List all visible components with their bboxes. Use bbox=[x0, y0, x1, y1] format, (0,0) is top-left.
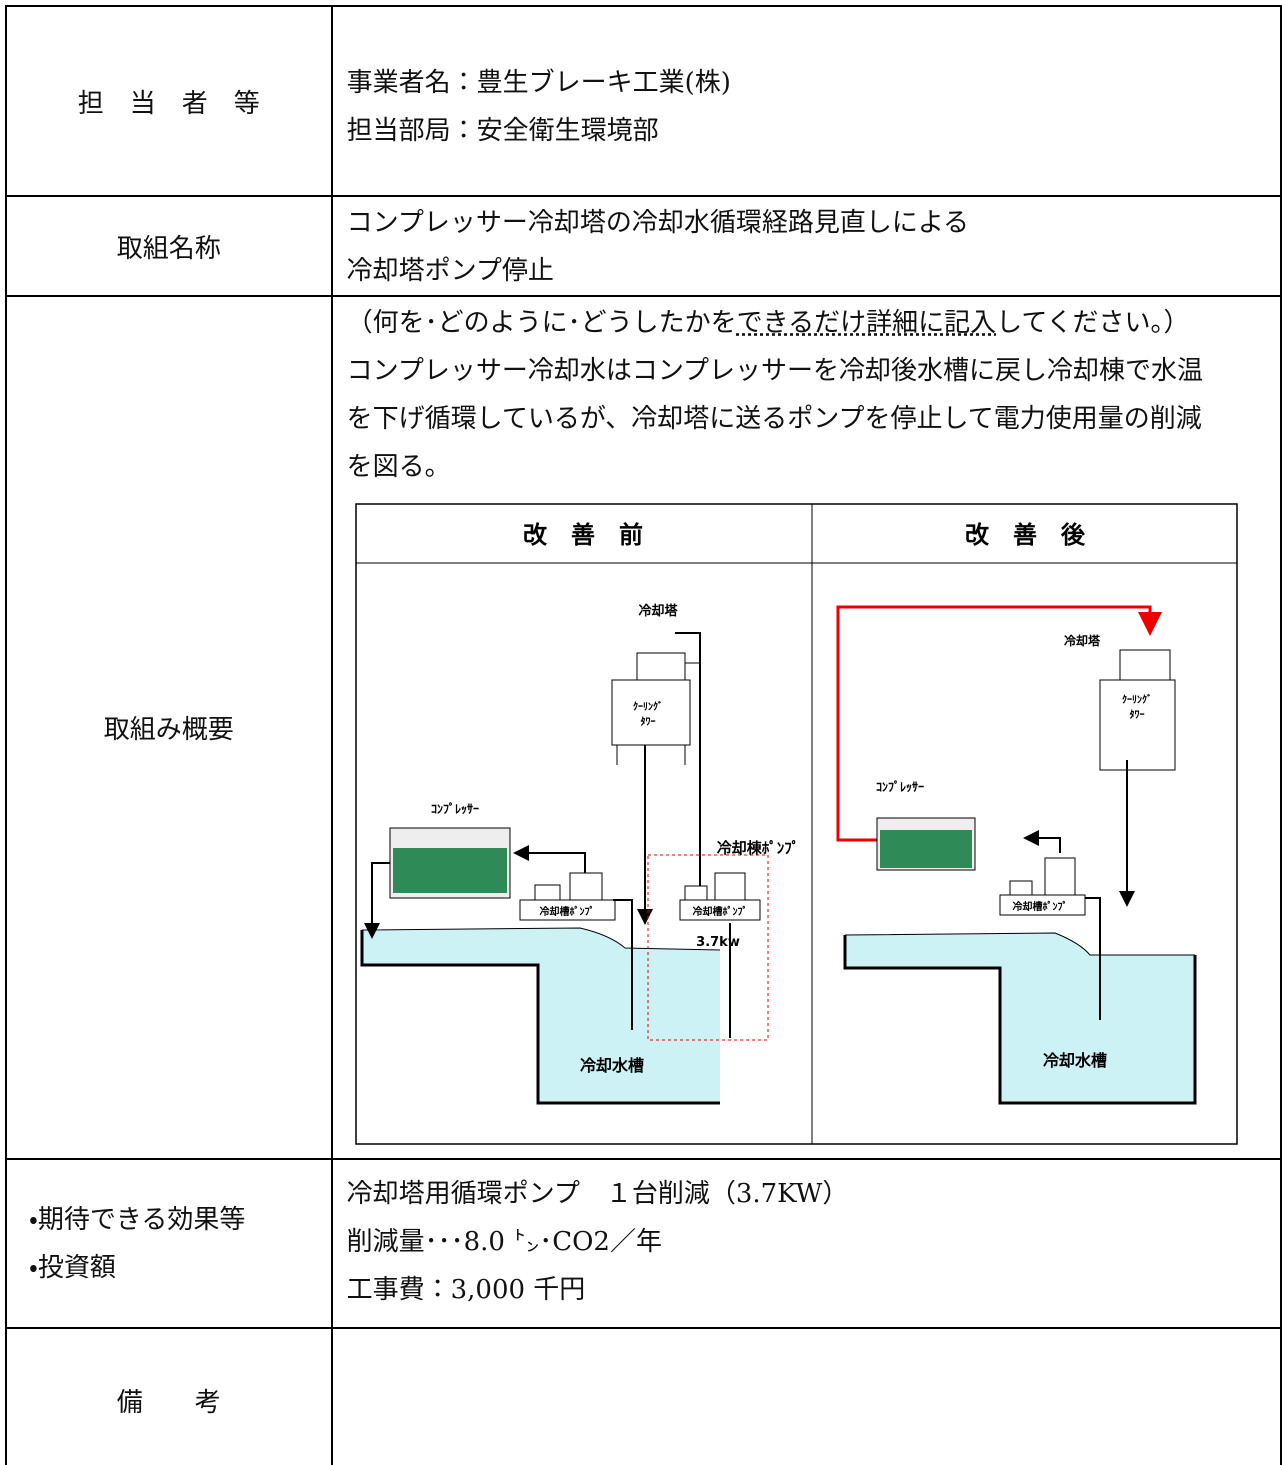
row-label: 担 当 者 等 bbox=[5, 5, 333, 197]
panel-title: 改 善 後 bbox=[965, 521, 1086, 549]
text: 担当部局：安全衛生環境部 bbox=[346, 116, 659, 146]
label: 冷却槽ﾎﾟﾝﾌﾟ bbox=[1013, 900, 1068, 913]
label: 冷却棟ﾎﾟﾝﾌﾟ bbox=[717, 839, 800, 857]
label: 冷却槽ﾎﾟﾝﾌﾟ bbox=[540, 905, 595, 918]
label: 3.7kw bbox=[696, 935, 740, 950]
label: ｸｰﾘﾝｸﾞ bbox=[1122, 693, 1152, 706]
text: 削減量･･･8.0 ㌧･CO2／年 bbox=[346, 1227, 662, 1257]
label: ｺﾝﾌﾟﾚｯｻｰ bbox=[431, 801, 479, 816]
text: 冷却塔用循環ポンプ １台削減（3.7KW） bbox=[346, 1179, 849, 1209]
row-label: 取組名称 bbox=[5, 195, 333, 297]
row-label: ・投資額 bbox=[29, 1252, 116, 1283]
text: を図る。 bbox=[346, 452, 451, 482]
label: ﾀﾜｰ bbox=[1130, 708, 1145, 721]
label: 冷却塔 bbox=[1064, 633, 1101, 648]
text: 冷却塔ポンプ停止 bbox=[346, 256, 554, 286]
text: を下げ循環しているが、冷却塔に送るポンプを停止して電力使用量の削減 bbox=[346, 404, 1202, 434]
label: 冷却塔 bbox=[638, 603, 678, 619]
panel-title: 改 善 前 bbox=[523, 521, 643, 549]
label: 冷却槽ﾎﾟﾝﾌﾟ bbox=[693, 905, 748, 918]
row-label: ・期待できる効果等 bbox=[29, 1204, 246, 1235]
text: できるだけ詳細に記入 bbox=[736, 308, 997, 338]
note: （何を･どのように･どうしたかをできるだけ詳細に記入してください。） bbox=[347, 299, 1280, 347]
text: してください。） bbox=[996, 308, 1190, 338]
label: ｸｰﾘﾝｸﾞ bbox=[633, 700, 663, 713]
text: （何を･どのように･どうしたかを bbox=[346, 308, 737, 338]
text: 事業者名：豊生ブレーキ工業(株) bbox=[346, 68, 731, 98]
label: ﾀﾜｰ bbox=[641, 715, 656, 728]
label: ｺﾝﾌﾟﾚｯｻｰ bbox=[876, 779, 924, 794]
row-label: 取組み概要 bbox=[5, 295, 333, 1160]
diagram: 改 善 前 改 善 後 冷却塔 ｸｰﾘﾝｸﾞ ﾀﾜｰ ｺﾝﾌﾟﾚｯｻｰ 冷却棟ﾎ… bbox=[355, 503, 1238, 1145]
row-label: 備 考 bbox=[5, 1327, 333, 1465]
text: コンプレッサー冷却塔の冷却水循環経路見直しによる bbox=[346, 208, 970, 238]
label: 冷却水槽 bbox=[580, 1056, 644, 1075]
text: コンプレッサー冷却水はコンプレッサーを冷却後水槽に戻し冷却棟で水温 bbox=[346, 356, 1204, 386]
text: 工事費：3,000 千円 bbox=[346, 1275, 586, 1305]
label: 冷却水槽 bbox=[1043, 1051, 1107, 1070]
